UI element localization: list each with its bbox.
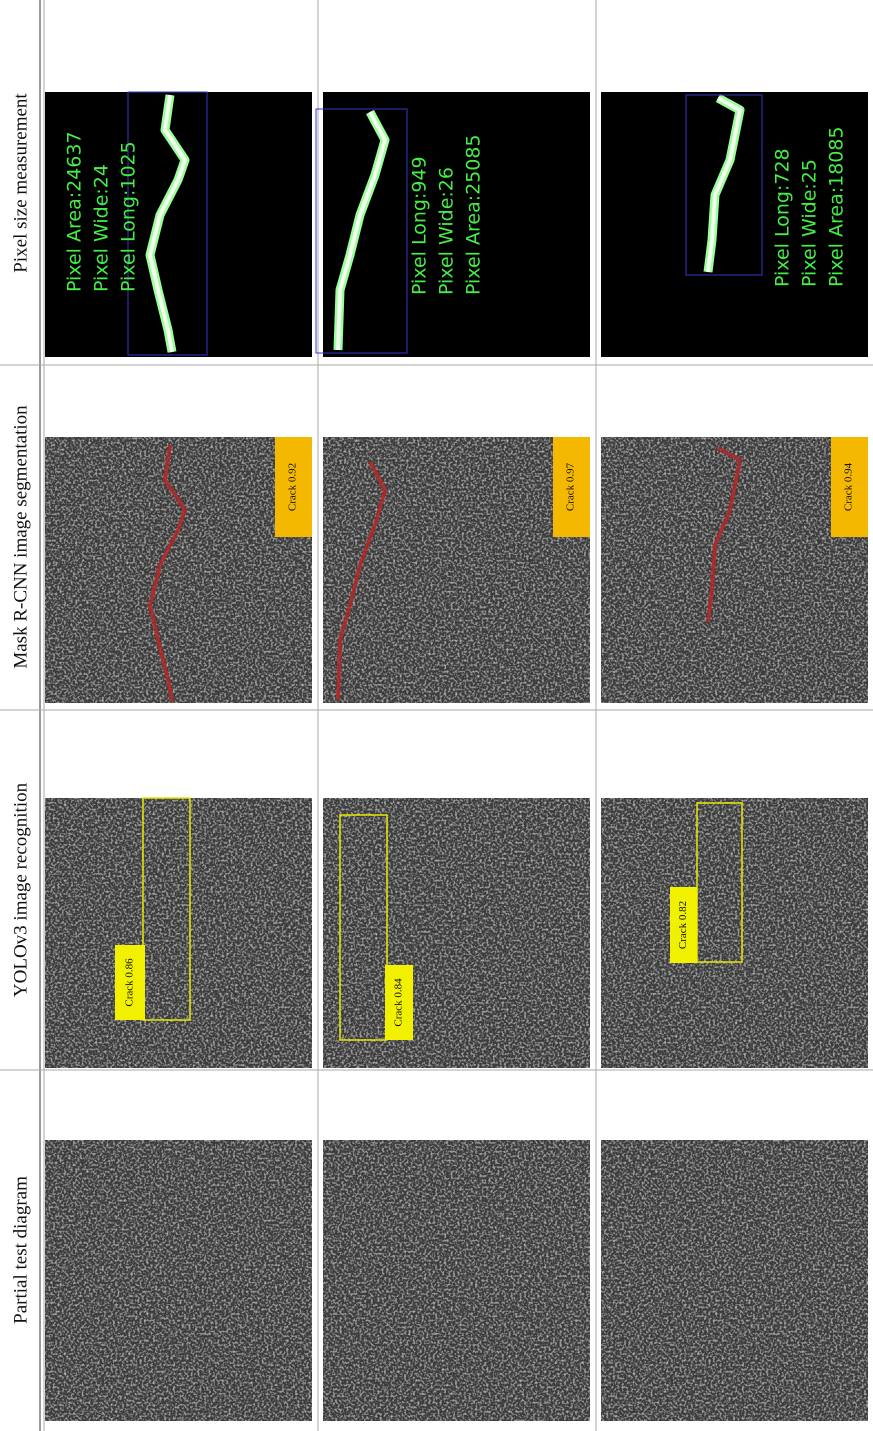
yolo-label: Crack 0.84 bbox=[393, 978, 405, 1027]
mask-image bbox=[601, 437, 868, 703]
mask-label-box bbox=[831, 437, 868, 537]
header-column: Partial test diagram YOLOv3 image recogni… bbox=[10, 93, 31, 1324]
measurement-text: Pixel Wide:26 bbox=[436, 167, 458, 295]
yolo-box bbox=[696, 802, 743, 963]
yolo-label-box bbox=[115, 945, 145, 1020]
partial-image bbox=[45, 1140, 312, 1421]
measurement-text: Pixel Wide:25 bbox=[799, 159, 821, 287]
yolo-box bbox=[142, 797, 191, 1021]
crack-core bbox=[336, 111, 387, 351]
yolo-label-box bbox=[385, 965, 413, 1040]
yolo-label: Crack 0.82 bbox=[677, 901, 689, 949]
header-label: Mask R-CNN image segmentation bbox=[10, 405, 31, 669]
yolo-image bbox=[323, 798, 590, 1068]
measurement-text: Pixel Area:25085 bbox=[463, 134, 485, 295]
measurement-text: Pixel Area:18085 bbox=[826, 126, 848, 287]
mask-label: Crack 0.97 bbox=[565, 462, 577, 511]
yolo-label: Crack 0.86 bbox=[124, 958, 136, 1007]
crack-core bbox=[706, 96, 742, 273]
min-area-box bbox=[127, 91, 208, 356]
min-area-box bbox=[315, 108, 408, 354]
mask-crack bbox=[706, 446, 743, 623]
header-label: Partial test diagram bbox=[10, 1176, 31, 1324]
mask-image bbox=[45, 437, 312, 703]
min-area-box bbox=[685, 94, 763, 276]
mask-label: Crack 0.92 bbox=[287, 463, 299, 511]
measurement-image bbox=[45, 92, 312, 357]
partial-image bbox=[323, 1140, 590, 1421]
mask-crack bbox=[336, 461, 388, 701]
measurement-text: Pixel Wide:24 bbox=[91, 164, 113, 292]
measurement-text: Pixel Area:24637 bbox=[64, 131, 86, 292]
mask-label-box bbox=[553, 437, 590, 537]
measurement-text: Pixel Long:1025 bbox=[118, 141, 140, 292]
measurement-text: Pixel Long:949 bbox=[409, 156, 431, 295]
header-label: YOLOv3 image recognition bbox=[10, 782, 31, 997]
mask-label: Crack 0.94 bbox=[843, 462, 855, 511]
measurement-image bbox=[323, 92, 590, 357]
crack-core bbox=[148, 94, 187, 353]
measurement-text: Pixel Long:728 bbox=[772, 148, 794, 287]
cells: Pixel Area:24637 Pixel Wide:24 Pixel Long:… bbox=[45, 91, 868, 1421]
yolo-image bbox=[601, 798, 868, 1068]
mask-crack bbox=[147, 444, 188, 703]
mask-image bbox=[323, 437, 590, 703]
yolo-label-box bbox=[670, 887, 697, 963]
mask-label-box bbox=[275, 437, 312, 537]
yolo-box bbox=[339, 814, 388, 1041]
partial-image bbox=[601, 1140, 868, 1421]
yolo-image bbox=[45, 798, 312, 1068]
header-label: Pixel size measurement bbox=[10, 93, 31, 273]
